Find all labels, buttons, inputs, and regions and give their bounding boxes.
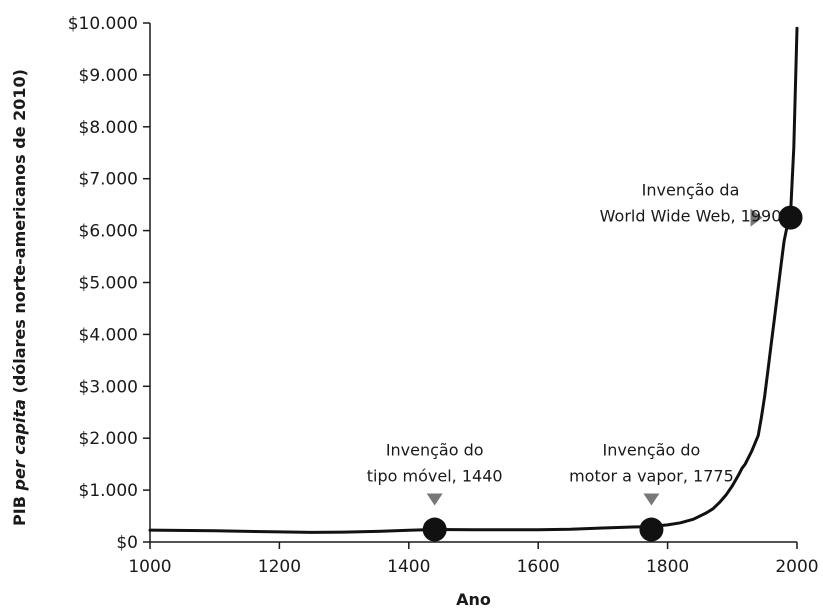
y-tick-label: $0 [116, 533, 138, 553]
x-tick-label: 1600 [517, 557, 560, 577]
y-tick-label: $2.000 [79, 429, 138, 449]
annotation-arrow-down [643, 493, 660, 506]
y-axis-title-part-1: PIB [10, 491, 29, 526]
event-marker [639, 517, 664, 542]
y-tick-label: $5.000 [79, 274, 138, 294]
y-axis-title-part-2: per capita [10, 399, 29, 491]
x-tick-label: 1400 [387, 557, 430, 577]
x-tick-label: 1800 [646, 557, 689, 577]
y-axis-ticks: $0 $1.000 $2.000 $3.000 $4.000 $5.000 $6.000 $7… [68, 14, 150, 553]
annotation-arrow-right [750, 208, 763, 227]
y-axis-title-part-3: (dólares norte-americanos de 2010) [10, 69, 29, 399]
event-marker [422, 517, 447, 542]
y-tick-label: $8.000 [79, 118, 138, 138]
y-tick-label: $9.000 [79, 66, 138, 86]
y-tick-label: $4.000 [79, 325, 138, 345]
annotation-label-line: World Wide Web, 1990 [600, 207, 782, 226]
x-axis-title: Ano [456, 590, 491, 609]
annotation-label-line: motor a vapor, 1775 [569, 467, 734, 486]
annotation-label-line: Invenção do [603, 441, 701, 460]
y-axis-title: PIB per capita (dólares norte-americanos… [10, 69, 29, 526]
y-tick-label: $7.000 [79, 170, 138, 190]
x-tick-label: 1000 [128, 557, 171, 577]
y-tick-label: $1.000 [79, 481, 138, 501]
annotation-label-line: Invenção do [386, 441, 484, 460]
x-axis-ticks: 1000 1200 1400 1600 1800 2000 [128, 542, 819, 577]
annotations: Invenção do tipo móvel, 1440 Invenção do mo… [367, 181, 803, 542]
gdp-series-line [148, 26, 799, 534]
y-tick-label: $3.000 [79, 377, 138, 397]
annotation-label-line: tipo móvel, 1440 [367, 467, 503, 486]
y-tick-label: $10.000 [68, 14, 138, 34]
x-tick-label: 1200 [258, 557, 301, 577]
event-marker [778, 205, 803, 230]
annotation-label-line: Invenção da [642, 181, 740, 200]
y-tick-label: $6.000 [79, 222, 138, 242]
x-tick-label: 2000 [775, 557, 818, 577]
annotation-arrow-down [426, 493, 443, 506]
